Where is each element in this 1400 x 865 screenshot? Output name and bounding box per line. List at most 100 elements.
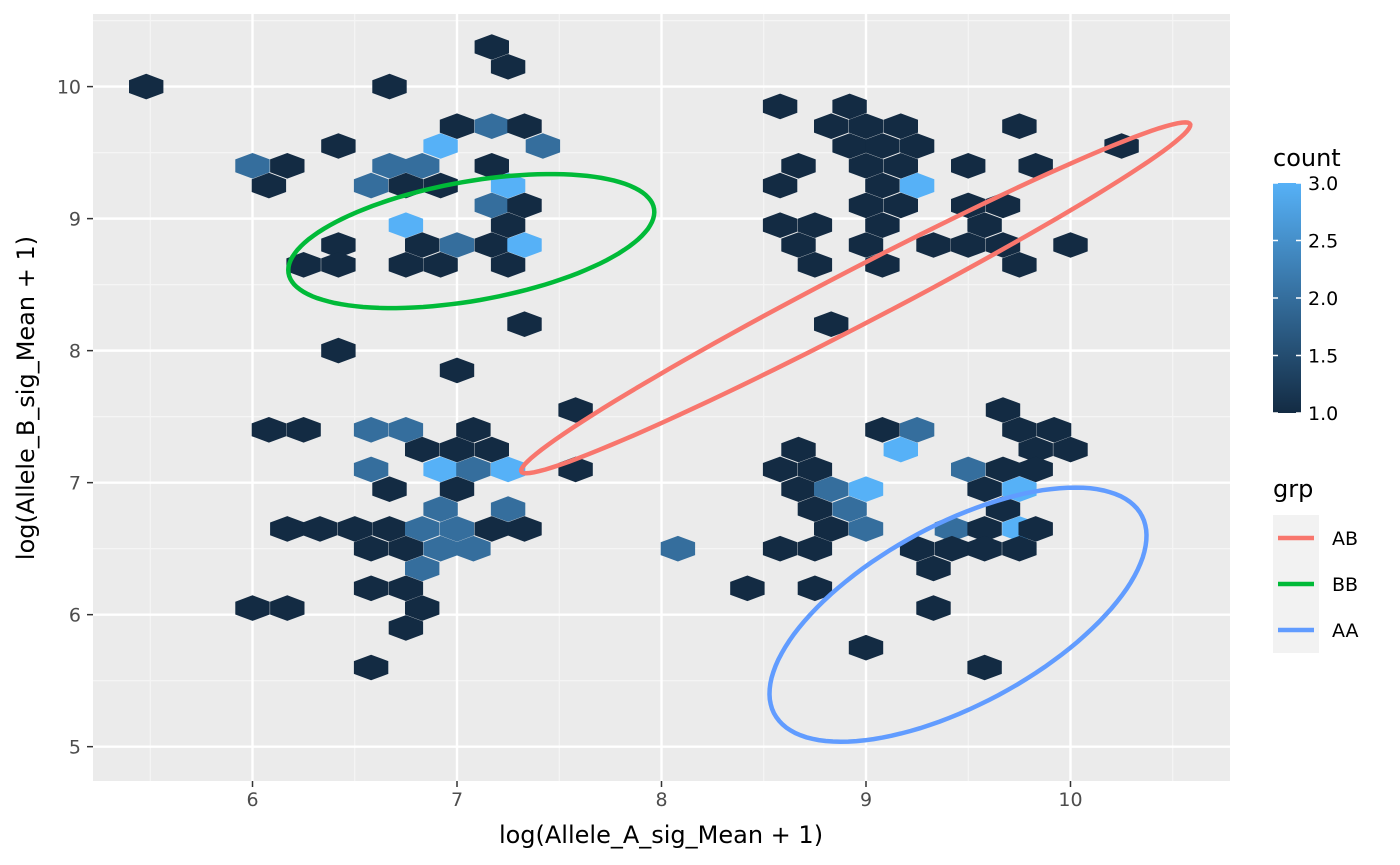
hexbin-cell — [848, 476, 884, 502]
hexbin-cell — [405, 436, 440, 463]
hexbin-cell — [814, 113, 849, 139]
hexbin-cell — [883, 192, 918, 219]
hexbin-cell — [797, 496, 833, 522]
colorbar-tick-label: 1.0 — [1308, 403, 1338, 425]
hexbin-cell — [865, 172, 900, 199]
hexbin-cell — [848, 192, 884, 219]
hexbin-cell — [405, 153, 440, 179]
hexbin-cell — [439, 357, 475, 384]
hexbin-cell — [1002, 535, 1037, 562]
hexbin-cell — [951, 153, 986, 179]
hexbin-cell — [372, 153, 407, 179]
hexbin-cell — [797, 535, 833, 562]
hexbin-cell — [814, 311, 849, 337]
hexbin-cell — [865, 417, 900, 443]
hexbin-cell — [129, 73, 164, 100]
hexbin-cell — [405, 232, 440, 258]
x-axis-title: log(Allele_A_sig_Mean + 1) — [499, 821, 823, 849]
hexbin-cell — [1018, 153, 1053, 179]
hexbin-cell — [353, 535, 389, 562]
x-tick-label: 7 — [451, 789, 463, 811]
hexbin-cell — [439, 232, 475, 258]
hexbin-cell — [832, 496, 867, 522]
hexbin-cell — [916, 555, 951, 582]
hexbin-cell — [916, 595, 951, 621]
hexbin-cell — [899, 417, 935, 443]
hexbin-cell — [474, 153, 509, 179]
hexbin-cell — [558, 397, 593, 423]
hexbin-cell — [967, 535, 1002, 562]
hexbin-cell — [507, 113, 542, 139]
hexbin-cell — [405, 595, 440, 621]
y-tick-label: 7 — [69, 473, 81, 495]
ellipse-aa — [767, 485, 1149, 744]
hexbin-cell — [865, 212, 900, 238]
hexbin-cell — [797, 575, 833, 602]
hexbin-cell — [353, 654, 389, 681]
hexbin-cell — [762, 172, 798, 199]
hexbin-cell — [1018, 516, 1053, 542]
hexbin-cell — [372, 516, 407, 542]
hexbin-cell — [388, 212, 424, 238]
hexbin-cell — [507, 516, 542, 542]
fill-legend: count 1.0 1.5 2.0 2.5 3.0 — [1273, 144, 1341, 425]
hexbin-cell — [286, 252, 321, 278]
hexbin-cell — [251, 417, 287, 443]
hexbin-cell — [439, 516, 475, 542]
hexbin-cell — [781, 153, 816, 179]
hexbin-cell — [899, 172, 935, 199]
hexbin-cell — [372, 476, 407, 502]
hexbin-cell — [353, 417, 389, 443]
hexbin-cell — [490, 496, 526, 522]
hexbin-cell — [762, 456, 798, 483]
hexbin-cell — [797, 212, 833, 238]
colorbar-ticks: 1.0 1.5 2.0 2.5 3.0 — [1273, 173, 1338, 425]
hexbin-cell — [899, 535, 935, 562]
hexbin-cell — [1053, 232, 1088, 258]
hexbin-cell — [286, 417, 321, 443]
hexbin-cell — [251, 172, 287, 199]
hexbin-cell — [814, 516, 849, 542]
hexbin-cell — [270, 595, 305, 621]
x-tick-label: 6 — [246, 789, 258, 811]
hexbin-cell — [235, 153, 270, 179]
hexbin-cell — [474, 436, 509, 463]
hexbin-cell — [951, 192, 986, 219]
hexbin-cell — [490, 212, 526, 238]
hexbin-cell — [388, 615, 424, 641]
hexbin-cell — [439, 476, 475, 502]
hexbin-cell — [848, 113, 884, 139]
hexbin-cell — [321, 133, 356, 159]
legend-label-bb: BB — [1332, 574, 1358, 596]
hexbin-cell — [762, 535, 798, 562]
ellipse-bb — [286, 171, 657, 311]
hexbin-cell — [967, 516, 1002, 542]
hexbin-cell — [797, 456, 833, 483]
hexbin-cell — [1002, 252, 1037, 278]
hexbin-cell — [423, 496, 458, 522]
hexbin-cell — [832, 133, 867, 159]
colorbar-tick-label: 1.5 — [1308, 346, 1338, 368]
hexbin-cell — [781, 232, 816, 258]
group-legend-title: grp — [1273, 475, 1313, 503]
hexbin-cell — [423, 456, 458, 483]
colorbar-tick-label: 3.0 — [1308, 173, 1338, 195]
hexbin-cell — [934, 535, 970, 562]
hexbin-cell — [235, 595, 270, 621]
hexbin-cell — [405, 555, 440, 582]
y-tick-label: 8 — [69, 341, 81, 363]
hexbin-cell — [270, 153, 305, 179]
hexbin-cell — [456, 535, 491, 562]
hexbin-cell — [270, 516, 305, 542]
hexbin-cell — [967, 212, 1002, 238]
hexbin-cell — [337, 516, 372, 542]
hexbin-cell — [474, 192, 509, 219]
hexbin-cell — [967, 654, 1002, 681]
hexbin-cell — [388, 575, 424, 602]
y-tick-label: 10 — [57, 77, 81, 99]
hexbin-cell — [525, 133, 561, 159]
hexbin-cell — [353, 172, 389, 199]
y-axis-ticks: 5 6 7 8 9 10 — [57, 77, 93, 759]
hexbin-cell — [883, 153, 918, 179]
